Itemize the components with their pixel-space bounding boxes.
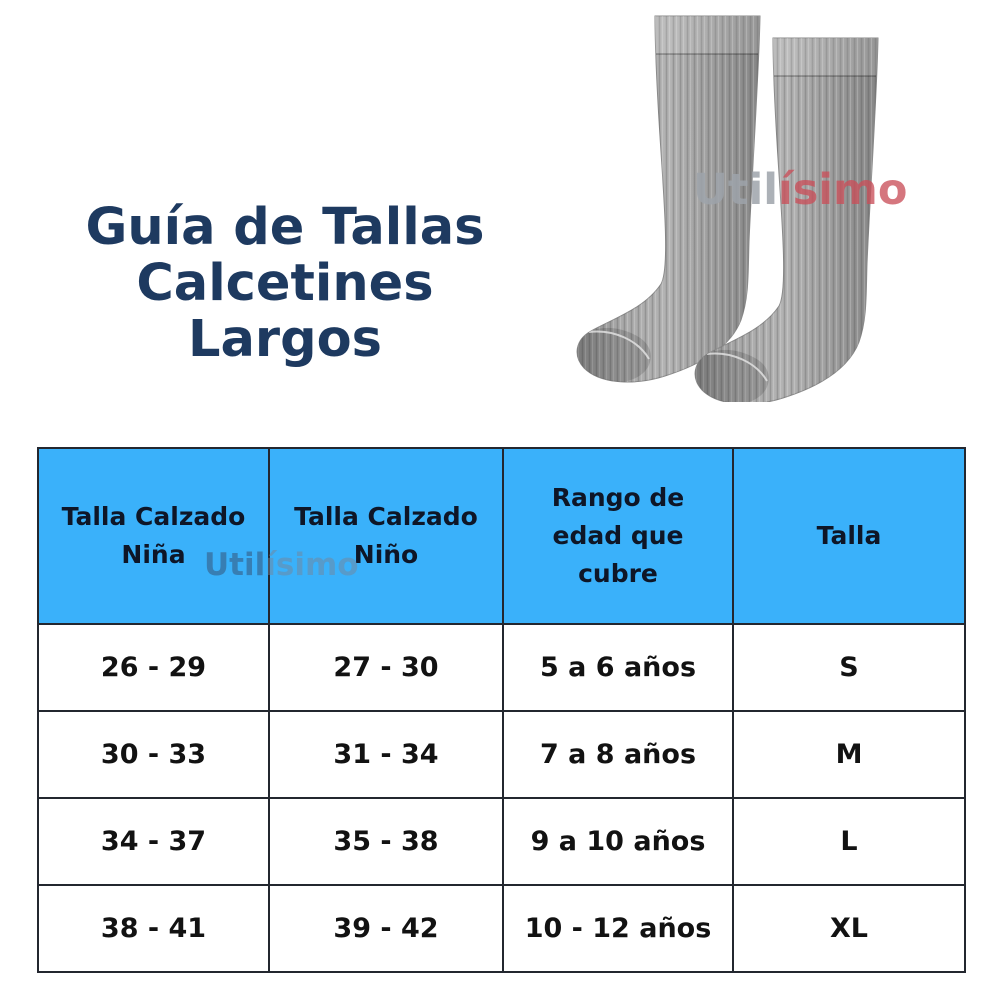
header-rango-edad: Rango de edad que cubre bbox=[502, 447, 734, 625]
socks-image bbox=[553, 2, 993, 402]
page-title-line2: Calcetines bbox=[136, 254, 434, 313]
table-cell: 38 - 41 bbox=[37, 884, 270, 973]
table-cell: 30 - 33 bbox=[37, 710, 270, 799]
page-title: Guía de Tallas Calcetines Largos bbox=[35, 200, 535, 368]
table-row-size-m: 30 - 33 31 - 34 7 a 8 años M bbox=[37, 710, 966, 799]
page-title-line3: Largos bbox=[188, 310, 382, 369]
table-cell: 34 - 37 bbox=[37, 797, 270, 886]
table-cell: 7 a 8 años bbox=[502, 710, 734, 799]
table-cell-size: S bbox=[732, 623, 966, 712]
table-cell: 5 a 6 años bbox=[502, 623, 734, 712]
table-cell-size: XL bbox=[732, 884, 966, 973]
size-table-header-row: Talla Calzado Niña Talla Calzado Niño Ra… bbox=[37, 447, 966, 625]
table-row-size-xl: 38 - 41 39 - 42 10 - 12 años XL bbox=[37, 884, 966, 973]
table-cell: 27 - 30 bbox=[268, 623, 504, 712]
table-cell: 35 - 38 bbox=[268, 797, 504, 886]
table-cell: 31 - 34 bbox=[268, 710, 504, 799]
header-talla-calzado-nino: Talla Calzado Niño bbox=[268, 447, 504, 625]
table-cell-size: M bbox=[732, 710, 966, 799]
table-cell: 39 - 42 bbox=[268, 884, 504, 973]
table-row-size-s: 26 - 29 27 - 30 5 a 6 años S bbox=[37, 623, 966, 712]
table-cell: 26 - 29 bbox=[37, 623, 270, 712]
gray-socks-illustration bbox=[553, 2, 993, 402]
table-cell: 9 a 10 años bbox=[502, 797, 734, 886]
page-title-line1: Guía de Tallas bbox=[85, 198, 485, 257]
table-row-size-l: 34 - 37 35 - 38 9 a 10 años L bbox=[37, 797, 966, 886]
table-cell-size: L bbox=[732, 797, 966, 886]
table-cell: 10 - 12 años bbox=[502, 884, 734, 973]
header-talla-calzado-nina: Talla Calzado Niña bbox=[37, 447, 270, 625]
size-table: Talla Calzado Niña Talla Calzado Niño Ra… bbox=[37, 447, 966, 973]
header-talla: Talla bbox=[732, 447, 966, 625]
